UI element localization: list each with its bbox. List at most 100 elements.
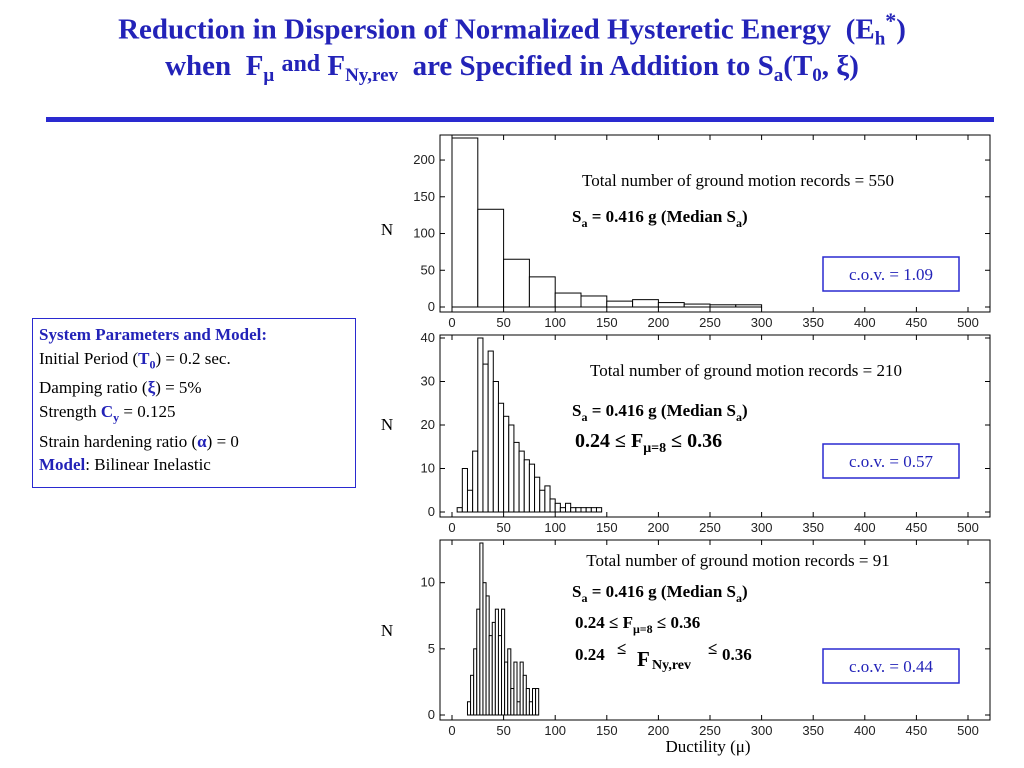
title-e-subscript: h	[874, 28, 886, 50]
histogram-bar	[539, 489, 546, 513]
x-tick-label: 50	[496, 315, 510, 330]
title-end: , ξ)	[821, 50, 859, 82]
x-tick-label: 400	[854, 520, 876, 535]
panel-3-cov-value: c.o.v. = 0.44	[849, 657, 934, 676]
histogram-bar	[482, 363, 489, 513]
x-axis-label: Ductility (μ)	[665, 737, 750, 756]
params-heading: System Parameters and Model:	[39, 325, 268, 344]
x-tick-label: 450	[906, 723, 928, 738]
histogram-bar	[503, 415, 510, 513]
y-tick-label: 50	[421, 262, 435, 277]
x-tick-label: 0	[448, 315, 455, 330]
histogram-bar	[735, 304, 763, 308]
histogram-bar	[580, 507, 587, 513]
histogram-bar	[518, 450, 525, 513]
histogram-panel-2: 0 50 100 150 200 250 300 350 400 450 500 0 10 20 30 40 N	[381, 330, 991, 535]
y-tick-label: 30	[421, 374, 435, 389]
title-rest: are Specified in Addition to S	[412, 50, 774, 82]
y-axis-label: N	[381, 621, 393, 640]
param-damping-ratio: Damping ratio (ξ) = 5%	[39, 378, 202, 398]
panel-3-fn-le-2: ≤	[708, 639, 717, 658]
histogram-bar	[477, 208, 505, 308]
x-tick-label: 450	[906, 520, 928, 535]
y-tick-label: 0	[428, 504, 435, 519]
x-tick-label: 500	[957, 315, 979, 330]
param-initial-period: Initial Period (T0) = 0.2 sec.	[39, 348, 231, 371]
histogram-bar	[513, 661, 518, 716]
histogram-panel-3: 0 50 100 150 200 250 300 350 400 450 500 0 5 10 N	[381, 539, 991, 738]
histogram-bar	[554, 292, 582, 308]
panel-3-fn-symbol: F	[637, 647, 650, 671]
system-parameters-box: System Parameters and Model: Initial Per…	[32, 318, 356, 488]
x-tick-label: 200	[648, 520, 670, 535]
histogram-bar	[570, 507, 577, 513]
title-main-text: Reduction in Dispersion of Normalized Hy…	[118, 13, 832, 46]
panel-2-sa-label: Sa = 0.416 g (Median Sa)	[572, 401, 748, 424]
title-f-n-sub: Ny,rev	[345, 65, 399, 86]
title-when: when	[165, 50, 232, 82]
x-tick-label: 400	[854, 723, 876, 738]
x-tick-label: 250	[699, 315, 721, 330]
x-tick-label: 100	[544, 315, 566, 330]
histogram-bar	[528, 276, 556, 308]
title-f-mu: F	[245, 50, 264, 82]
histogram-bar	[565, 502, 572, 513]
x-tick-label: 150	[596, 315, 618, 330]
title-e-symbol: E	[855, 13, 875, 46]
y-tick-label: 100	[413, 226, 435, 241]
panel-3-fn-upper: 0.36	[722, 645, 752, 664]
histogram-bar	[477, 337, 484, 513]
histogram-bar	[503, 258, 530, 308]
x-tick-label: 100	[544, 520, 566, 535]
y-tick-label: 10	[421, 575, 435, 590]
x-tick-label: 0	[448, 723, 455, 738]
histogram-bar	[528, 463, 536, 513]
panel-3-f-mu-range: 0.24 ≤ Fμ=8 ≤ 0.36	[575, 613, 700, 636]
title-t-sub: 0	[812, 65, 822, 86]
histogram-bar	[466, 489, 474, 513]
title-f-n: F	[327, 50, 346, 82]
panel-2-f-mu-range: 0.24 ≤ Fμ=8 ≤ 0.36	[575, 430, 722, 456]
y-tick-label: 5	[428, 641, 435, 656]
title-and: and	[281, 51, 321, 77]
x-tick-label: 150	[596, 520, 618, 535]
param-strain-hardening: Strain hardening ratio (α) = 0	[39, 431, 239, 451]
histogram-bar	[683, 303, 711, 308]
histogram-panel-1: 0 50 100 150 200 250 300 350 400 450 500 0 50 100 150 2…	[381, 134, 991, 330]
x-tick-label: 350	[802, 315, 824, 330]
title-paren-close: )	[896, 13, 906, 46]
panel-1-cov-box	[822, 256, 960, 292]
panel-3-sa-label: Sa = 0.416 g (Median Sa)	[572, 582, 748, 605]
panel-2-record-count: Total number of ground motion records = …	[590, 361, 902, 380]
y-axis-label: N	[381, 415, 393, 434]
title-e-superscript: *	[885, 8, 897, 33]
histogram-bar	[497, 402, 505, 513]
histogram-bar	[632, 299, 659, 308]
y-tick-label: 200	[413, 152, 435, 167]
title-divider	[46, 117, 994, 122]
histogram-bar	[535, 688, 540, 716]
y-tick-label: 10	[421, 461, 435, 476]
title-paren-open: (	[845, 13, 856, 46]
plot-frame	[439, 539, 991, 721]
histogram-bar	[507, 648, 512, 716]
panel-2-cov-value: c.o.v. = 0.57	[849, 452, 934, 471]
x-tick-label: 50	[496, 723, 510, 738]
param-model: Model: Bilinear Inelastic	[39, 455, 211, 475]
x-tick-label: 500	[957, 520, 979, 535]
histogram-bar	[508, 424, 515, 513]
x-tick-label: 0	[448, 520, 455, 535]
panel-3-record-count: Total number of ground motion records = …	[586, 551, 889, 570]
histogram-bar	[575, 507, 582, 513]
histogram-bar	[549, 498, 556, 513]
panel-1-cov-value: c.o.v. = 1.09	[849, 265, 933, 284]
x-tick-label: 350	[802, 723, 824, 738]
histogram-bar	[461, 468, 468, 513]
histogram-bar	[472, 450, 479, 513]
y-tick-label: 20	[421, 417, 435, 432]
slide-title-line-2: when Fμ and FNy,rev are Specified in Add…	[0, 50, 1024, 87]
y-tick-label: 0	[428, 299, 435, 314]
histogram-bar	[580, 295, 608, 308]
panel-3-fn-le-1: ≤	[617, 639, 626, 658]
